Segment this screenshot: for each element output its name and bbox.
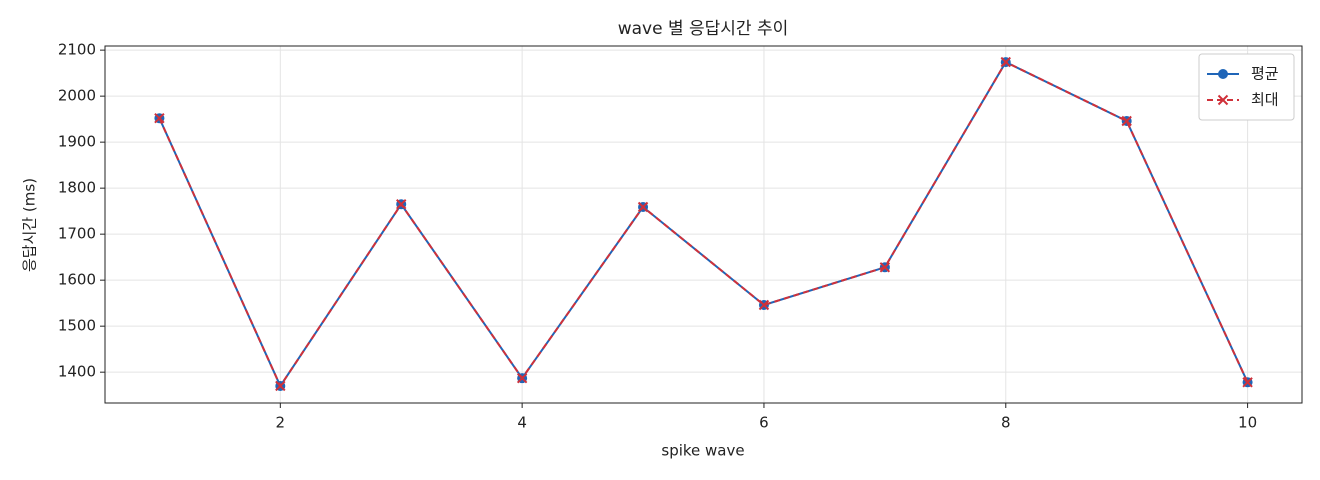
y-tick-label: 2000: [58, 87, 96, 105]
plot-frame: [104, 45, 1303, 404]
marker: [154, 113, 165, 124]
marker: [1000, 56, 1011, 68]
marker: [396, 199, 407, 210]
marker: [758, 299, 770, 311]
marker: [1121, 115, 1132, 127]
x-tick-label: 10: [1238, 414, 1257, 432]
x-tick-label: 6: [759, 414, 769, 432]
x-tick-label: 2: [276, 414, 286, 432]
series-line: [158, 60, 1249, 389]
legend-label: 평균: [1251, 65, 1279, 83]
marker: [275, 380, 286, 392]
marker: [516, 372, 528, 384]
series-line: [158, 60, 1249, 389]
y-tick-label: 1700: [58, 225, 96, 243]
legend-marker: [1218, 69, 1228, 79]
marker: [1242, 377, 1253, 388]
x-axis-label: spike wave: [661, 442, 744, 460]
y-tick-label: 1600: [58, 271, 96, 289]
marker: [879, 262, 891, 273]
y-tick-label: 1500: [58, 317, 96, 335]
chart-title: wave 별 응답시간 추이: [618, 19, 789, 39]
y-tick-label: 1900: [58, 133, 96, 151]
legend-label: 최대: [1251, 91, 1279, 109]
x-tick-label: 8: [1001, 414, 1011, 432]
legend-marker: [1217, 94, 1229, 106]
y-axis-label: 응답시간 (ms): [21, 178, 39, 272]
x-tick-label: 4: [517, 414, 527, 432]
y-tick-label: 1400: [58, 363, 96, 381]
y-tick-label: 2100: [58, 41, 96, 59]
marker: [637, 201, 649, 213]
legend-box: [1198, 53, 1295, 121]
y-tick-label: 1800: [58, 179, 96, 197]
